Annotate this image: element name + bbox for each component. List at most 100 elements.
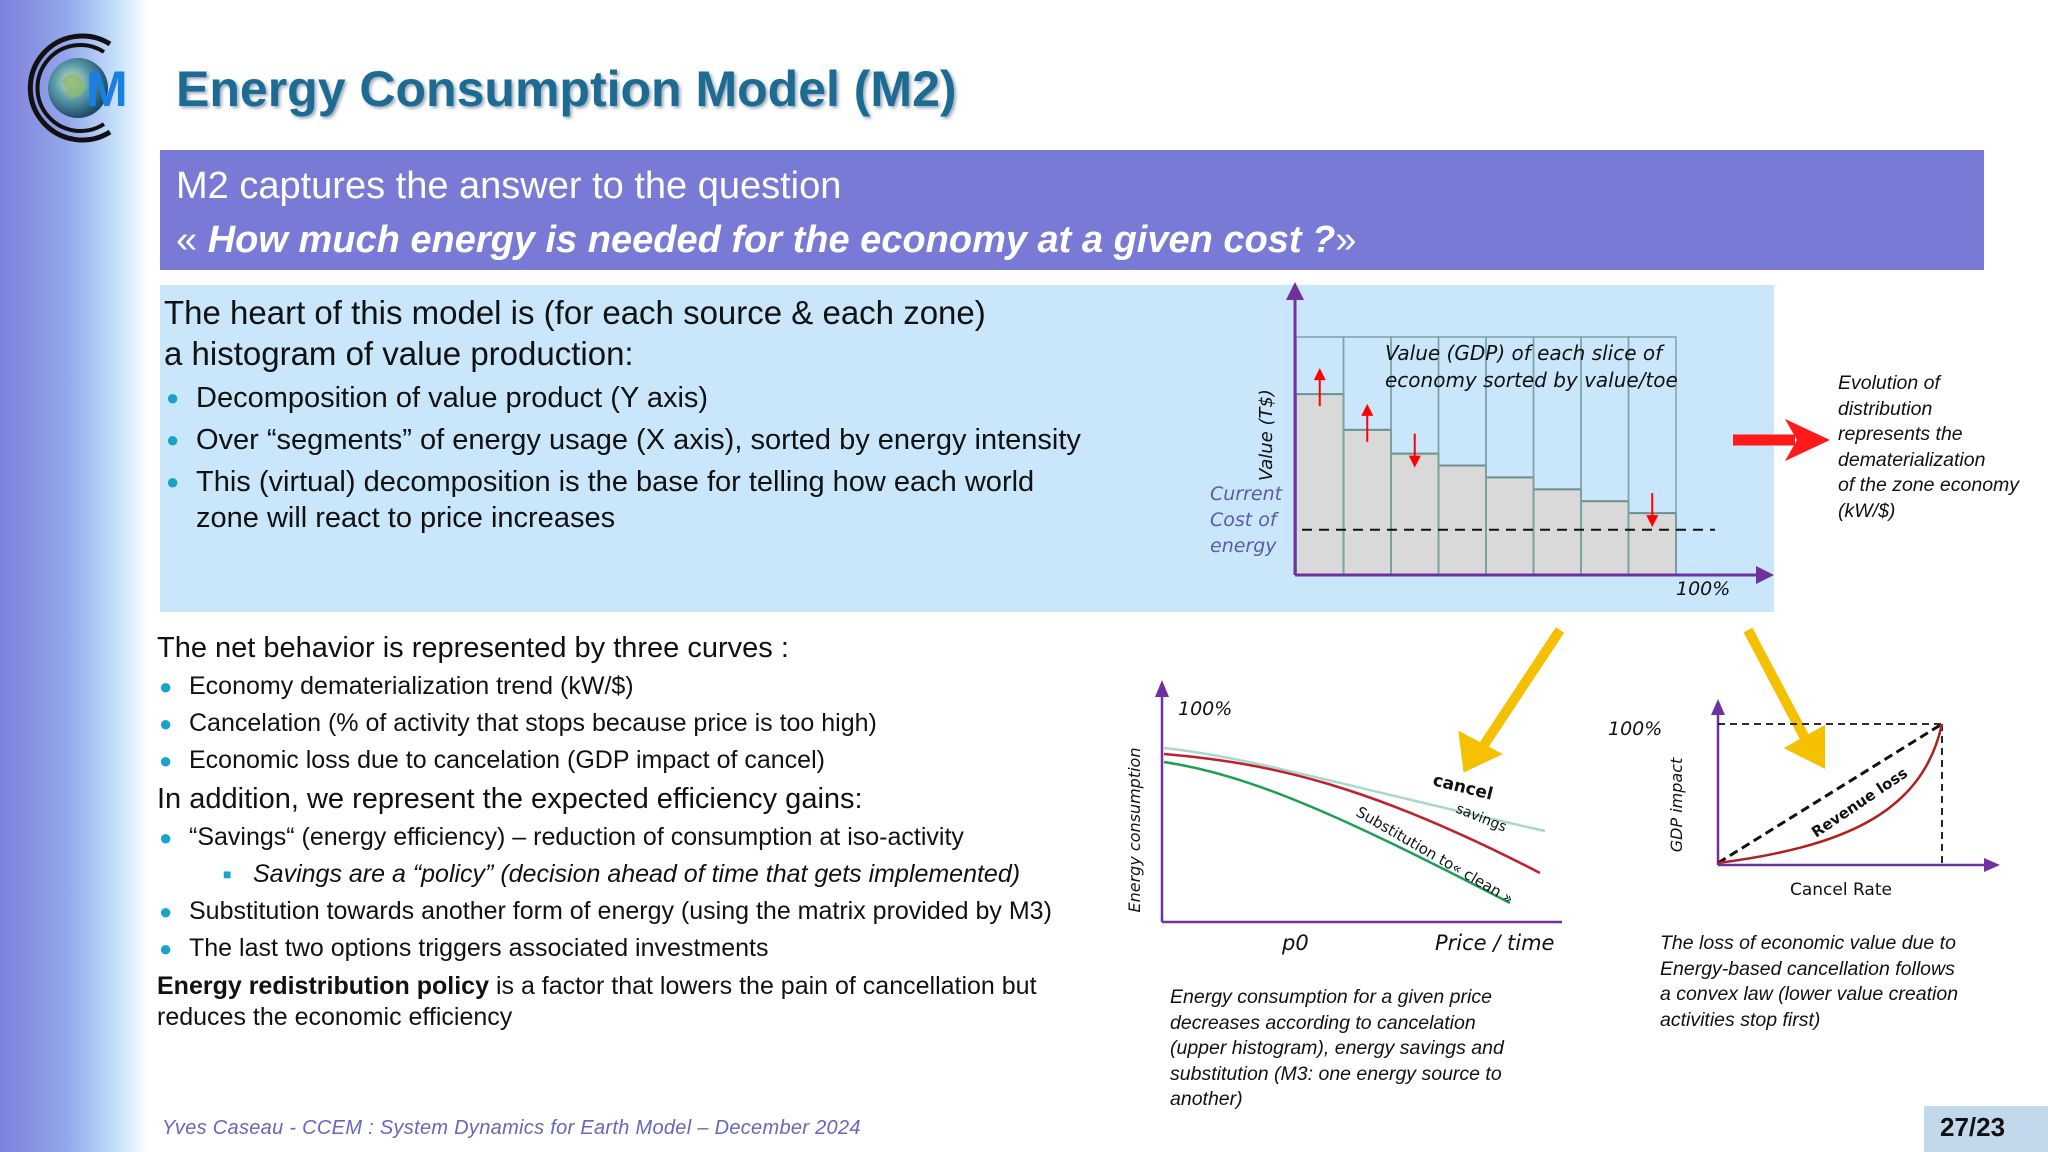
histogram-bar xyxy=(1532,488,1582,577)
list-item: ● Economy dematerialization trend (kW/$) xyxy=(157,668,1092,705)
savings-label: savings xyxy=(1454,801,1509,836)
closing-rest: is a factor that lowers the pain of canc… xyxy=(157,972,1037,1031)
list-item: ● Over “segments” of energy usage (X axis… xyxy=(166,424,1081,456)
histogram-bar xyxy=(1437,464,1487,577)
caption-line: (upper histogram), energy savings and xyxy=(1170,1037,1504,1059)
c2-x-axis-arrow-icon xyxy=(1984,858,2000,872)
footer-text: Yves Caseau - CCEM : System Dynamics for… xyxy=(162,1117,861,1139)
curve2-caption: The loss of economic value due to Energy… xyxy=(1660,931,2020,1033)
list-item: ● Cancelation (% of activity that stops b… xyxy=(157,705,1092,742)
bullet-dot-icon: ● xyxy=(159,674,173,699)
logo-letter: M xyxy=(86,61,128,117)
question-banner: M2 captures the answer to the question «… xyxy=(160,150,1984,270)
globe-logo-icon: M xyxy=(27,33,128,143)
revenue-loss-curve xyxy=(1717,723,1944,865)
question-line-2: « How much energy is needed for the econ… xyxy=(176,212,1968,268)
histogram-annotation-1: Value (GDP) of each slice of xyxy=(1385,341,1665,365)
y-axis-arrow-icon xyxy=(1286,282,1304,300)
list-item: ● Decomposition of value product (Y axis) xyxy=(166,382,709,414)
bullet-dot-icon: ● xyxy=(159,711,173,736)
list-item: ● The last two options triggers associate… xyxy=(157,930,1092,967)
histogram-bar xyxy=(1485,476,1535,576)
bullet-dot-icon: ● xyxy=(166,427,180,452)
page-title: Energy Consumption Model (M2) xyxy=(176,61,957,117)
list-item: ● Substitution towards another form of en… xyxy=(157,893,1092,930)
net-heading: The net behavior is represented by three… xyxy=(157,632,789,664)
net-bullet-list: ● Economy dematerialization trend (kW/$) … xyxy=(157,668,1092,779)
x-end-label: 100% xyxy=(1676,578,1730,600)
evolution-line: distribution xyxy=(1838,397,1933,420)
x-axis-arrow-icon xyxy=(1756,566,1774,584)
caption-line: another) xyxy=(1170,1088,1243,1110)
list-item: ■ Savings are a “policy” (decision ahead … xyxy=(157,856,1092,893)
caption-line: Energy consumption for a given price xyxy=(1170,986,1492,1008)
cost-label-1: Current xyxy=(1210,483,1284,505)
savings-curve xyxy=(1163,746,1546,833)
c2-y-top: 100% xyxy=(1608,718,1662,740)
red-down-arrow-icon xyxy=(1646,493,1659,528)
c2-y-label: GDP impact xyxy=(1667,757,1686,852)
page-number: 27/23 xyxy=(1940,1112,2006,1142)
substitution-curve xyxy=(1163,760,1511,905)
caption-line: substitution (M3: one energy source to xyxy=(1170,1062,1502,1085)
list-item: ● Economic loss due to cancelation (GDP i… xyxy=(157,742,1092,779)
histogram-bar xyxy=(1342,428,1392,576)
histogram-annotation-2: economy sorted by value/toe xyxy=(1385,368,1678,392)
sidebar-gradient xyxy=(0,0,148,1152)
bullet-dot-icon: ● xyxy=(159,825,173,850)
histogram-bar xyxy=(1390,452,1440,576)
quote-close: » xyxy=(1335,219,1357,261)
red-arrow-icon xyxy=(1733,419,1830,461)
caption-line: decreases according to cancelation xyxy=(1170,1011,1476,1034)
histogram-bar xyxy=(1580,500,1630,576)
consumption-curves-chart: 100% Energy consumption p0 Price / time … xyxy=(1125,680,1562,955)
value-histogram: Value (T$) Value (GDP) of each slice of … xyxy=(1210,282,1774,600)
evolution-line: dematerialization xyxy=(1838,448,1986,471)
heart-text: The heart of this model is (for each sou… xyxy=(164,292,1084,536)
cost-label-3: energy xyxy=(1210,535,1277,557)
red-up-arrow-icon xyxy=(1313,368,1326,407)
evolution-note: Evolution of distribution represents the… xyxy=(1838,371,2048,524)
c2-y-axis-arrow-icon xyxy=(1711,699,1725,715)
bullet-dot-icon: ● xyxy=(159,899,173,924)
evolution-line: represents the xyxy=(1838,423,1963,445)
bullet-dot-icon: ● xyxy=(166,385,180,410)
red-up-arrow-icon xyxy=(1361,403,1374,442)
question-bold: How much energy is needed for the econom… xyxy=(207,219,1336,261)
caption-line: activities stop first) xyxy=(1660,1008,1821,1031)
cancel-label: cancel xyxy=(1431,770,1495,804)
heart-lead-2: a histogram of value production: xyxy=(164,335,634,372)
list-item: ● “Savings“ (energy efficiency) – reducti… xyxy=(157,819,1092,856)
c2-x-label: Cancel Rate xyxy=(1790,880,1892,900)
cost-label-2: Cost of xyxy=(1210,509,1280,531)
curve1-caption: Energy consumption for a given price dec… xyxy=(1170,985,1570,1113)
bullet-dot-icon: ● xyxy=(166,469,180,494)
cancel-curve xyxy=(1163,752,1541,875)
closing-text: Energy redistribution policy is a factor… xyxy=(157,971,1092,1033)
bullet-square-icon: ■ xyxy=(223,866,232,882)
c2-diagonal xyxy=(1717,722,1943,865)
net-behavior-text: The net behavior is represented by three… xyxy=(157,628,1092,1033)
c1-x-label: Price / time xyxy=(1435,931,1554,955)
list-item: ● This (virtual) decomposition is the bas… xyxy=(166,466,1035,534)
net-addition: In addition, we represent the expected e… xyxy=(157,783,863,815)
y-axis-label: Value (T$) xyxy=(1256,389,1277,481)
caption-line: The loss of economic value due to xyxy=(1660,932,1956,954)
histogram-bar xyxy=(1295,393,1345,577)
question-line-1: M2 captures the answer to the question xyxy=(176,165,842,207)
histogram-arrows xyxy=(1313,368,1659,528)
evolution-line: Evolution of xyxy=(1838,372,1940,394)
evolution-line: of the zone economy xyxy=(1838,474,2020,496)
closing-bold: Energy redistribution policy xyxy=(157,972,489,1000)
red-down-arrow-icon xyxy=(1408,433,1421,468)
c1-y-label: Energy consumption xyxy=(1125,748,1144,913)
caption-line: a convex law (lower value creation xyxy=(1660,983,1959,1005)
page-number-box xyxy=(1924,1106,2048,1152)
evolution-line: (kW/$) xyxy=(1838,499,1896,522)
c1-p0-label: p0 xyxy=(1281,931,1309,955)
bullet-dot-icon: ● xyxy=(159,748,173,773)
caption-line: Energy-based cancellation follows xyxy=(1660,957,1955,980)
efficiency-bullet-list: ● “Savings“ (energy efficiency) – reducti… xyxy=(157,819,1092,967)
c1-y-axis-arrow-icon xyxy=(1155,680,1169,697)
c1-y-top: 100% xyxy=(1178,698,1232,720)
